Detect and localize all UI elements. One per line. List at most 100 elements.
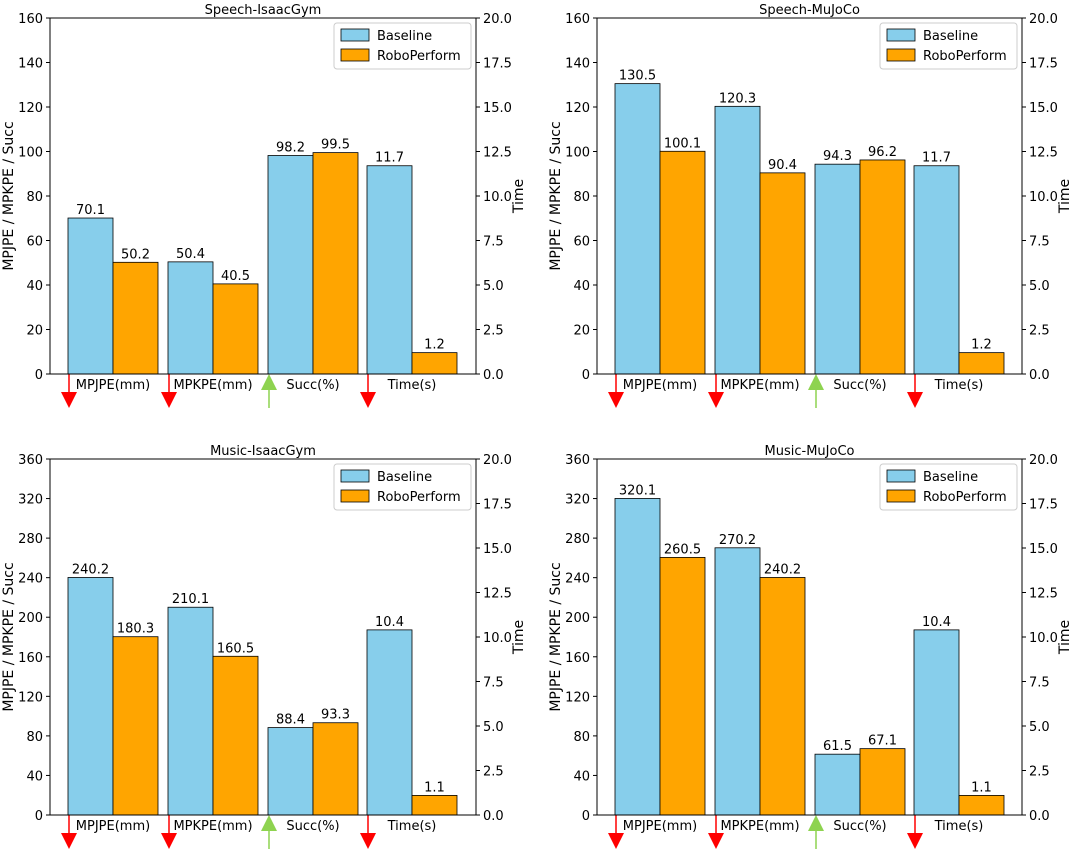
legend-swatch-baseline (886, 469, 916, 483)
bar-roboperform-1 (659, 150, 706, 375)
legend-label-baseline: Baseline (377, 470, 432, 485)
legend-swatch-baseline (886, 28, 916, 42)
y-tick-label: 160 (565, 651, 590, 666)
x-tick-label-1: MPJPE(mm) (623, 819, 697, 834)
bar-baseline-1 (614, 498, 661, 816)
data-label-baseline-4: 11.7 (375, 151, 404, 166)
y2-tick-label: 0.0 (483, 368, 504, 383)
y-axis-label: MPJPE / MPKPE / Succ (1, 121, 17, 270)
x-tick-label-3: Succ(%) (286, 378, 339, 393)
chart-panel-1: 70.1 50.2 MPJPE(mm) 50.4 40.5 MPKPE(mm) 98.2 99… (1, 3, 527, 408)
data-label-roboperform-4: 1.2 (971, 338, 992, 353)
data-label-roboperform-3: 93.3 (321, 708, 350, 723)
data-label-roboperform-1: 50.2 (121, 247, 150, 262)
bar-baseline-4 (913, 629, 960, 816)
y2-tick-label: 0.0 (483, 809, 504, 824)
x-tick-label-1: MPJPE(mm) (76, 819, 150, 834)
y2-axis-label: Time (1057, 620, 1073, 655)
y-tick-label: 240 (18, 572, 43, 587)
y2-tick-label: 12.5 (483, 146, 512, 161)
arrow-down-icon-2 (708, 374, 724, 408)
data-label-baseline-3: 94.3 (823, 149, 852, 164)
chart-title: Speech-IsaacGym (205, 3, 322, 18)
y-tick-label: 100 (565, 146, 590, 161)
y2-tick-label: 7.5 (483, 235, 504, 250)
y-tick-label: 0 (582, 809, 590, 824)
y2-tick-label: 15.0 (1029, 542, 1058, 557)
arrow-up-icon-3 (261, 815, 277, 849)
chart-panel-2: 130.5 100.1 MPJPE(mm) 120.3 90.4 MPKPE(mm) 94.… (548, 3, 1073, 408)
y-tick-label: 80 (573, 730, 590, 745)
y-tick-label: 240 (565, 572, 590, 587)
data-label-roboperform-2: 160.5 (217, 641, 254, 656)
y-tick-label: 80 (26, 190, 43, 205)
y-tick-label: 160 (18, 12, 43, 27)
data-label-roboperform-3: 67.1 (868, 734, 897, 749)
arrow-down-icon-4 (360, 374, 376, 408)
legend-swatch-roboperform (886, 48, 916, 62)
y2-tick-label: 17.5 (1029, 57, 1058, 72)
y-tick-label: 20 (573, 324, 590, 339)
legend: Baseline RoboPerform (333, 463, 472, 511)
bar-baseline-2 (714, 105, 761, 375)
legend-swatch-roboperform (340, 48, 370, 62)
y2-tick-label: 2.5 (483, 324, 504, 339)
y2-tick-label: 20.0 (1029, 12, 1058, 27)
y2-axis-label: Time (511, 620, 527, 655)
y-tick-label: 40 (573, 769, 590, 784)
y-tick-label: 100 (18, 146, 43, 161)
arrow-down-icon-1 (608, 374, 624, 408)
data-label-roboperform-2: 40.5 (221, 269, 250, 284)
data-label-roboperform-1: 260.5 (664, 542, 701, 557)
y-tick-label: 60 (573, 235, 590, 250)
arrow-down-icon-1 (61, 815, 77, 849)
y-tick-label: 320 (565, 493, 590, 508)
bar-roboperform-4 (958, 795, 1005, 816)
x-tick-label-2: MPKPE(mm) (173, 819, 252, 834)
data-label-baseline-4: 11.7 (922, 151, 951, 166)
data-label-baseline-3: 61.5 (823, 739, 852, 754)
bar-roboperform-1 (112, 261, 159, 375)
y-tick-label: 200 (18, 611, 43, 626)
y2-tick-label: 20.0 (1029, 453, 1058, 468)
x-tick-label-1: MPJPE(mm) (623, 378, 697, 393)
y2-tick-label: 5.0 (483, 720, 504, 735)
data-label-baseline-2: 270.2 (719, 533, 756, 548)
data-label-baseline-2: 50.4 (176, 247, 205, 262)
data-label-baseline-2: 210.1 (172, 592, 209, 607)
x-tick-label-2: MPKPE(mm) (720, 378, 799, 393)
data-label-roboperform-4: 1.1 (971, 780, 992, 795)
arrow-down-icon-4 (907, 374, 923, 408)
x-tick-label-4: Time(s) (387, 378, 437, 393)
bar-baseline-2 (167, 261, 214, 375)
legend-swatch-baseline (340, 28, 370, 42)
x-tick-label-3: Succ(%) (833, 378, 886, 393)
y-tick-label: 200 (565, 611, 590, 626)
x-tick-label-2: MPKPE(mm) (720, 819, 799, 834)
y-tick-label: 120 (565, 690, 590, 705)
bar-roboperform-3 (859, 748, 906, 816)
arrow-up-icon-3 (261, 374, 277, 408)
data-label-baseline-1: 130.5 (619, 69, 656, 84)
legend-swatch-roboperform (886, 489, 916, 503)
arrow-down-icon-2 (161, 374, 177, 408)
data-label-roboperform-2: 240.2 (764, 562, 801, 577)
bar-baseline-3 (267, 727, 314, 816)
data-label-roboperform-1: 180.3 (117, 622, 154, 637)
chart-title: Speech-MuJoCo (759, 3, 860, 18)
chart-panel-3: 240.2 180.3 MPJPE(mm) 210.1 160.5 MPKPE(mm) 88… (1, 444, 527, 849)
bar-baseline-1 (67, 217, 114, 375)
bar-baseline-1 (614, 83, 661, 375)
y2-tick-label: 17.5 (483, 57, 512, 72)
data-label-baseline-4: 10.4 (922, 615, 951, 630)
legend-label-roboperform: RoboPerform (377, 490, 461, 505)
y-tick-label: 60 (26, 235, 43, 250)
y2-tick-label: 10.0 (483, 631, 512, 646)
legend-label-baseline: Baseline (377, 29, 432, 44)
bar-baseline-4 (366, 629, 413, 816)
bar-baseline-4 (366, 165, 413, 375)
chart-panel-4: 320.1 260.5 MPJPE(mm) 270.2 240.2 MPKPE(mm) 61… (548, 444, 1073, 849)
data-label-baseline-2: 120.3 (719, 91, 756, 106)
bar-roboperform-2 (759, 577, 806, 816)
y2-tick-label: 5.0 (483, 279, 504, 294)
